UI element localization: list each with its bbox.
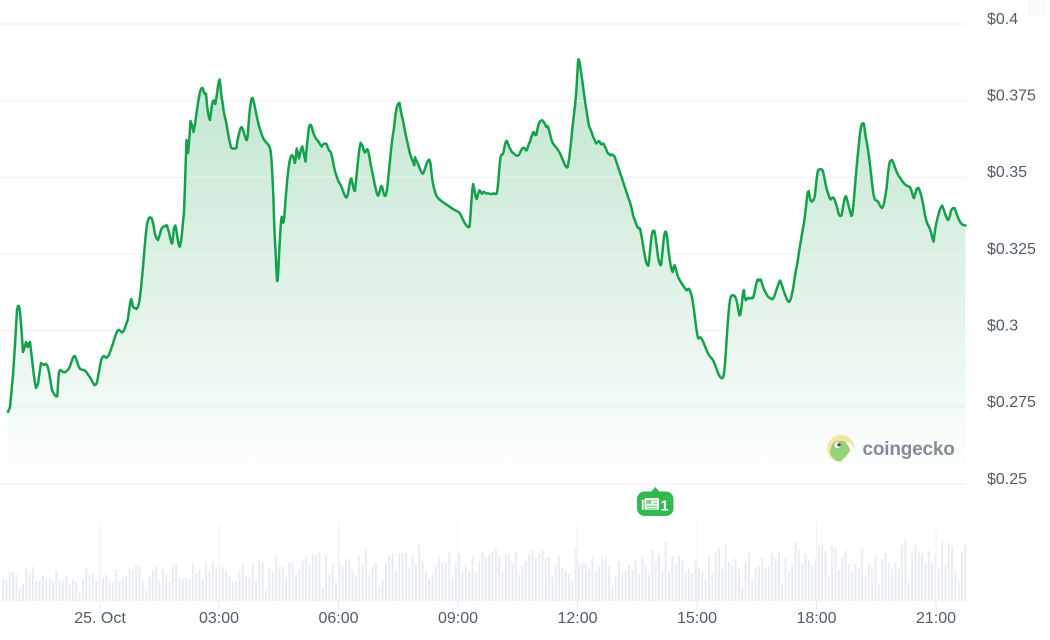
svg-text:$0.375: $0.375	[987, 88, 1036, 105]
svg-text:09:00: 09:00	[438, 610, 478, 627]
svg-text:03:00: 03:00	[199, 610, 239, 627]
svg-text:15:00: 15:00	[677, 610, 717, 627]
svg-text:21:00: 21:00	[916, 610, 956, 627]
svg-text:$0.4: $0.4	[987, 11, 1018, 28]
svg-text:1: 1	[661, 499, 669, 515]
svg-text:18:00: 18:00	[796, 610, 836, 627]
svg-text:$0.25: $0.25	[987, 471, 1027, 488]
svg-text:06:00: 06:00	[318, 610, 358, 627]
svg-text:$0.35: $0.35	[987, 164, 1027, 181]
svg-text:25. Oct: 25. Oct	[74, 610, 126, 627]
svg-text:12:00: 12:00	[557, 610, 597, 627]
svg-text:$0.275: $0.275	[987, 394, 1036, 411]
svg-text:coingecko: coingecko	[863, 439, 955, 460]
svg-text:$0.325: $0.325	[987, 241, 1036, 258]
svg-text:$0.3: $0.3	[987, 318, 1018, 335]
